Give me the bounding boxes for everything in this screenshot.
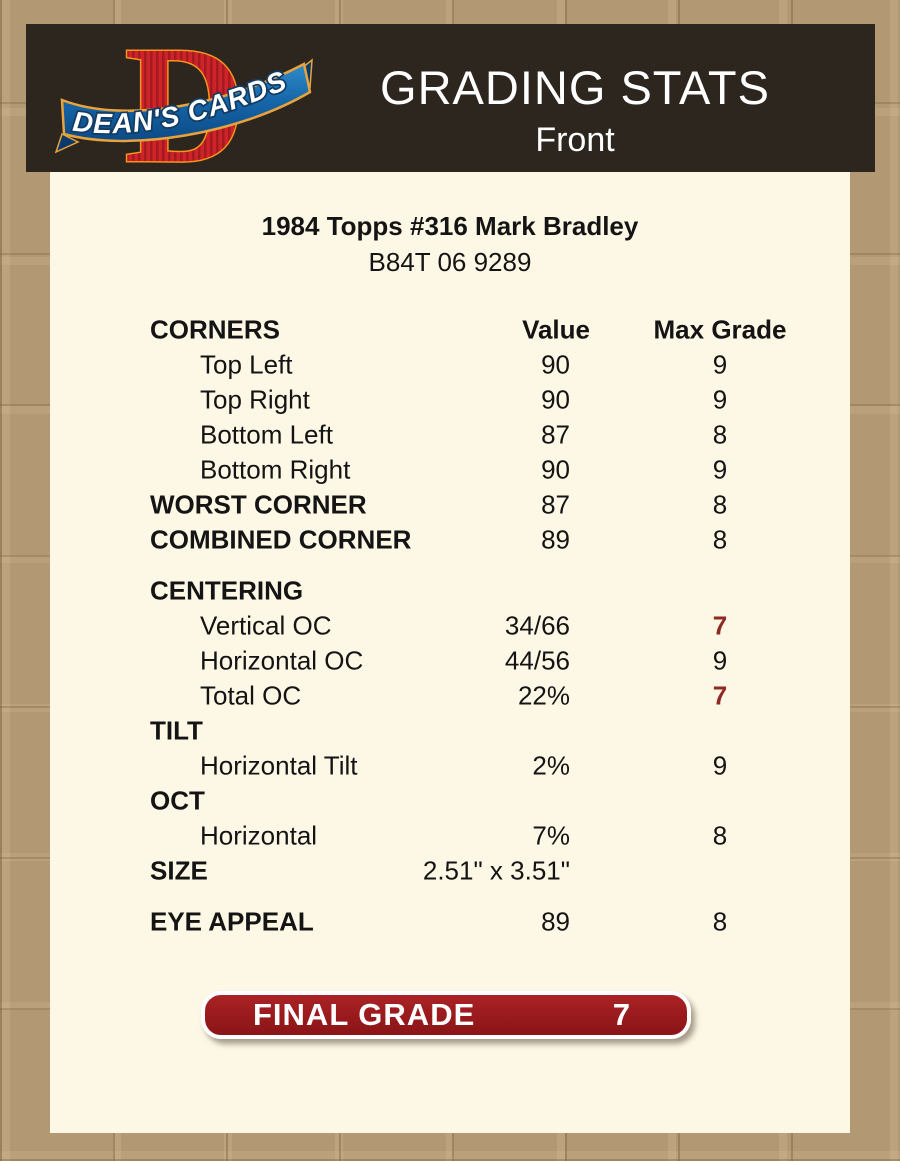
deans-cards-logo-icon: D DEAN'S CARDS bbox=[54, 11, 313, 200]
final-grade-value: 7 bbox=[612, 997, 631, 1032]
row-value: 89 bbox=[541, 524, 570, 554]
table-row: Horizontal Tilt 2% 9 bbox=[50, 748, 850, 783]
row-max-grade: 7 bbox=[712, 680, 728, 710]
stats-panel: 1984 Topps #316 Mark Bradley B84T 06 928… bbox=[50, 172, 850, 1133]
row-label: CENTERING bbox=[150, 575, 304, 605]
table-row: Vertical OC 34/66 7 bbox=[50, 608, 850, 643]
row-value: 90 bbox=[541, 454, 570, 484]
row-label: TILT bbox=[150, 715, 203, 745]
row-max-grade: 8 bbox=[712, 489, 728, 519]
row-label: Bottom Left bbox=[200, 419, 333, 449]
page-subtitle: Front bbox=[535, 121, 615, 159]
table-row: Horizontal 7% 8 bbox=[50, 818, 850, 853]
row-label: EYE APPEAL bbox=[150, 906, 314, 936]
card-title: 1984 Topps #316 Mark Bradley bbox=[261, 211, 639, 241]
row-label: Total OC bbox=[200, 680, 302, 710]
table-row: Top Left 90 9 bbox=[50, 347, 850, 382]
row-label: SIZE bbox=[150, 855, 208, 885]
row-max-grade: 8 bbox=[712, 820, 728, 850]
table-row: TILT bbox=[50, 713, 850, 748]
row-value: 90 bbox=[541, 384, 570, 414]
table-row: OCT bbox=[50, 783, 850, 818]
row-max-grade: 7 bbox=[712, 610, 728, 640]
row-label: Horizontal Tilt bbox=[200, 750, 358, 780]
table-row: CORNERS Value Max Grade bbox=[50, 312, 850, 347]
table-row: Total OC 22% 7 bbox=[50, 678, 850, 713]
header-titles: GRADING STATS Front bbox=[275, 62, 875, 160]
row-label: CORNERS bbox=[150, 314, 281, 344]
table-row: Horizontal OC 44/56 9 bbox=[50, 643, 850, 678]
table-row: CENTERING bbox=[50, 573, 850, 608]
stats-table: CORNERS Value Max Grade Top Left 90 9 To… bbox=[50, 312, 850, 939]
card-serial: B84T 06 9289 bbox=[368, 247, 532, 277]
table-row: COMBINED CORNER 89 8 bbox=[50, 522, 850, 557]
row-label: OCT bbox=[150, 785, 205, 815]
row-max-grade: 8 bbox=[712, 524, 728, 554]
row-max-grade: 9 bbox=[712, 349, 728, 379]
table-row: Top Right 90 9 bbox=[50, 382, 850, 417]
row-value: 90 bbox=[541, 349, 570, 379]
row-value: 44/56 bbox=[504, 645, 570, 675]
row-max-grade: 8 bbox=[712, 906, 728, 936]
table-row: WORST CORNER 87 8 bbox=[50, 487, 850, 522]
row-label: COMBINED CORNER bbox=[150, 524, 412, 554]
table-row: Bottom Right 90 9 bbox=[50, 452, 850, 487]
row-value: 2.51" x 3.51" bbox=[422, 855, 570, 885]
table-row: EYE APPEAL 89 8 bbox=[50, 904, 850, 939]
row-value: 34/66 bbox=[504, 610, 570, 640]
row-max-grade: 9 bbox=[712, 384, 728, 414]
row-label: Top Left bbox=[200, 349, 293, 379]
header-bar: D DEAN'S CARDS GRADING STATS Front bbox=[26, 11, 875, 200]
row-max-grade: 8 bbox=[712, 419, 728, 449]
row-label: Vertical OC bbox=[200, 610, 332, 640]
row-value: 22% bbox=[517, 680, 570, 710]
row-max-grade: 9 bbox=[712, 750, 728, 780]
row-max-grade: 9 bbox=[712, 454, 728, 484]
row-max-grade: Max Grade bbox=[653, 314, 787, 344]
row-value: 87 bbox=[541, 489, 570, 519]
row-label: Bottom Right bbox=[200, 454, 351, 484]
row-value: 89 bbox=[541, 906, 570, 936]
deans-cards-logo: D DEAN'S CARDS bbox=[54, 11, 316, 200]
row-label: WORST CORNER bbox=[150, 489, 367, 519]
final-grade-label: FINAL GRADE bbox=[253, 997, 476, 1032]
row-label: Horizontal bbox=[200, 820, 318, 850]
row-label: Top Right bbox=[200, 384, 310, 414]
row-value: 7% bbox=[532, 820, 570, 850]
row-max-grade: 9 bbox=[712, 645, 728, 675]
table-row: SIZE 2.51" x 3.51" bbox=[50, 853, 850, 888]
row-label: Horizontal OC bbox=[200, 645, 364, 675]
row-value: 2% bbox=[532, 750, 570, 780]
table-row: Bottom Left 87 8 bbox=[50, 417, 850, 452]
row-value: Value bbox=[522, 314, 590, 344]
final-grade-button[interactable]: FINAL GRADE 7 bbox=[201, 991, 691, 1039]
row-value: 87 bbox=[541, 419, 570, 449]
page-title: GRADING STATS bbox=[380, 61, 770, 114]
